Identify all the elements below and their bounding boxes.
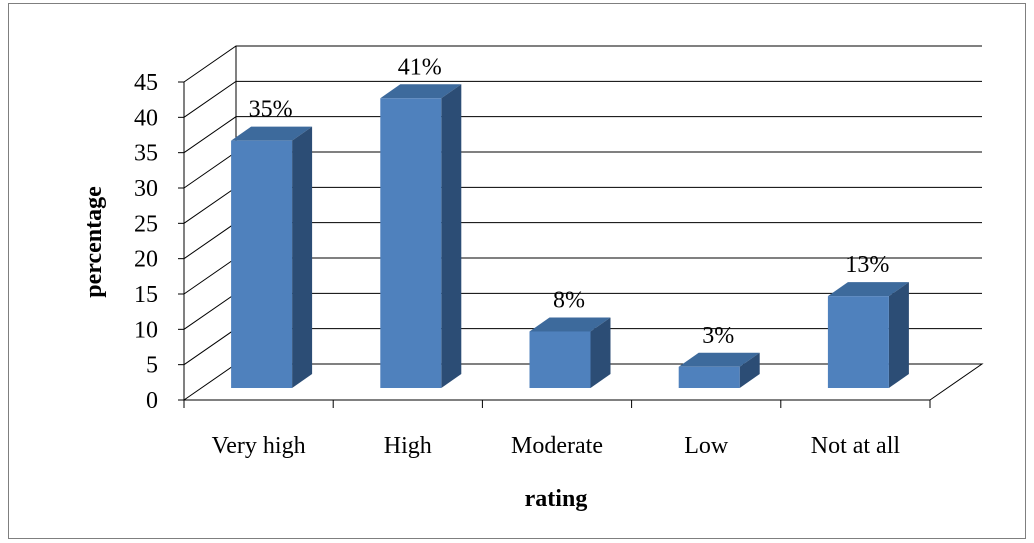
x-tick-label: Moderate — [511, 433, 603, 459]
gridline — [183, 45, 982, 83]
bar-side-face — [292, 126, 313, 389]
bar-side-face — [590, 317, 611, 388]
axes — [178, 81, 931, 408]
x-tick-label: Low — [684, 433, 729, 459]
data-label: 8% — [553, 287, 585, 313]
bar-side-face — [739, 352, 760, 388]
bar-top-face — [231, 126, 313, 141]
y-tick-label: 10 — [134, 317, 158, 343]
chart-frame — [8, 3, 1026, 539]
y-tick-label: 35 — [134, 141, 158, 167]
bar-front-face — [678, 366, 740, 388]
x-axis-title: rating — [525, 486, 588, 512]
bar — [380, 84, 462, 389]
bars — [231, 84, 909, 389]
data-label: 3% — [702, 323, 734, 349]
bar — [529, 317, 611, 388]
bar-top-face — [827, 282, 909, 297]
bar-side-face — [441, 84, 462, 389]
bar-front-face — [529, 331, 591, 388]
bar — [827, 282, 909, 388]
gridline — [183, 80, 982, 118]
data-label: 13% — [845, 252, 889, 278]
y-axis-title: percentage — [81, 186, 107, 298]
bar-front-face — [231, 140, 293, 388]
x-tick-label: Very high — [212, 433, 306, 459]
y-tick-label: 5 — [146, 353, 158, 379]
x-tick-label: High — [384, 433, 432, 459]
y-tick-label: 40 — [134, 105, 158, 131]
x-tick-label: Not at all — [811, 433, 901, 459]
y-tick-label: 20 — [134, 247, 158, 273]
bar-front-face — [827, 296, 889, 388]
bar-front-face — [380, 98, 442, 389]
y-tick-label: 15 — [134, 282, 158, 308]
bar-top-face — [529, 317, 611, 332]
y-tick-label: 45 — [134, 70, 158, 96]
data-label: 41% — [398, 54, 442, 80]
bar-top-face — [678, 352, 760, 367]
y-tick-label: 30 — [134, 176, 158, 202]
y-tick-label: 0 — [146, 388, 158, 414]
bar-side-face — [888, 282, 909, 388]
labels: 0 5 10 15 20 25 30 35 40 45 35% Very high 41% High 8% M… — [134, 54, 900, 459]
bar — [231, 126, 313, 389]
y-tick-label: 25 — [134, 211, 158, 237]
data-label: 35% — [249, 97, 293, 123]
bar — [678, 352, 760, 388]
bar-top-face — [380, 84, 462, 99]
